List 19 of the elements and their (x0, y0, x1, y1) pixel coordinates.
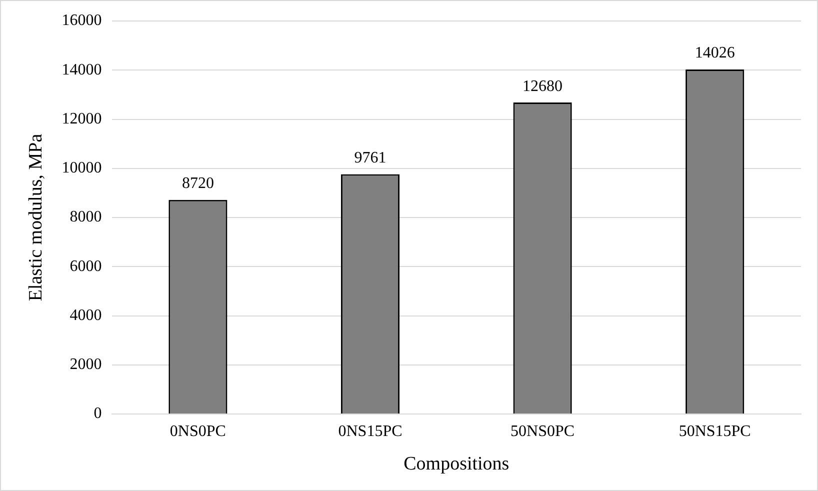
y-tick-label: 8000 (70, 208, 102, 226)
y-tick-label: 16000 (62, 12, 102, 30)
y-tick-label: 14000 (62, 61, 102, 78)
data-label: 9761 (354, 149, 386, 166)
y-tick-label: 6000 (70, 258, 102, 275)
data-label: 8720 (182, 175, 214, 192)
data-label: 14026 (694, 44, 735, 62)
y-tick-label: 2000 (70, 356, 102, 374)
x-tick-label: 0NS15PC (338, 422, 402, 440)
y-tick-label: 0 (94, 405, 102, 422)
y-axis-title: Elastic modulus, MPa (25, 133, 46, 302)
data-label: 12680 (522, 78, 563, 95)
y-tick-label: 4000 (70, 306, 102, 324)
x-axis-title: Compositions (404, 454, 510, 475)
y-tick-label: 10000 (62, 160, 102, 177)
x-tick-label: 50NS15PC (678, 422, 751, 440)
x-tick-label: 0NS0PC (170, 422, 226, 440)
x-tick-label: 50NS0PC (510, 422, 575, 440)
y-tick-label: 12000 (62, 110, 102, 128)
